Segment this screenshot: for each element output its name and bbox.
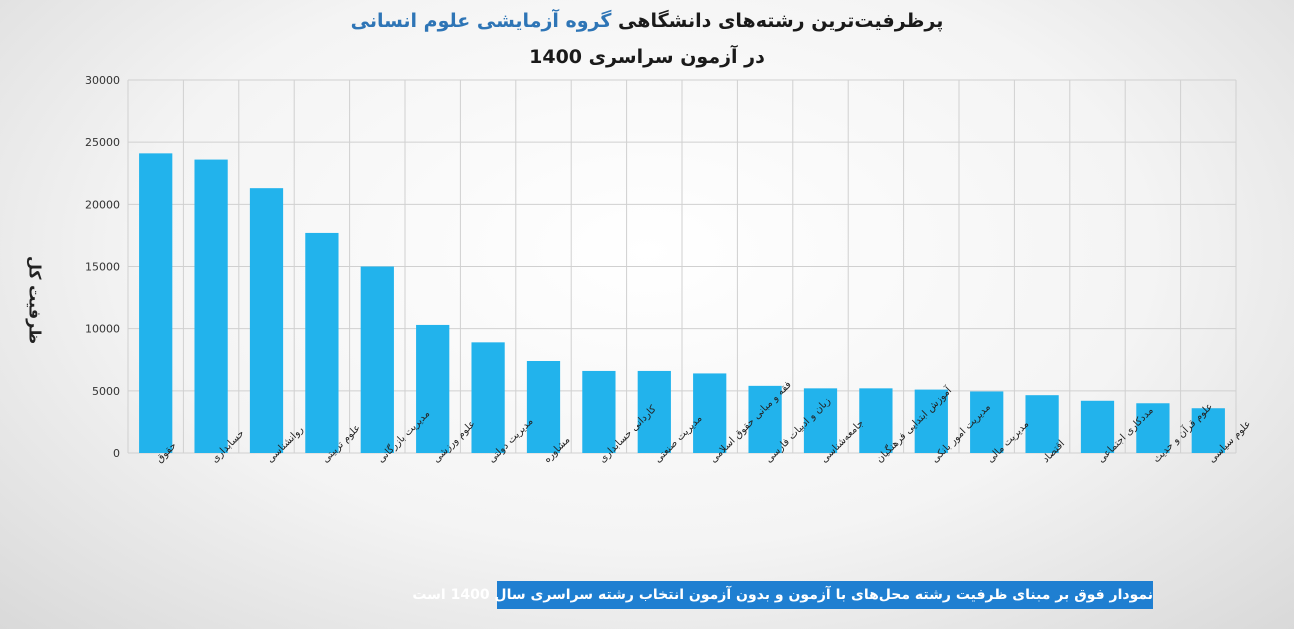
bar [194,159,228,453]
bar [249,188,284,454]
bar [859,388,893,453]
grid-layer [127,79,1237,454]
y-tick-label: 25000 [85,136,120,149]
bar [1025,395,1059,453]
bar [1136,403,1170,453]
bar [360,266,394,453]
y-tick-label: 15000 [85,261,120,274]
bar [582,370,616,453]
bar [637,370,671,453]
y-tick-label: 30000 [85,74,120,87]
bar [305,232,339,453]
bar [803,388,838,453]
bar [139,153,173,453]
tick-layer: 0 5000 10000 15000 20000 25000 30000 [85,74,120,460]
bar [471,342,505,453]
bar [914,389,948,453]
chart-title-line-1: پرظرفیت‌ترین رشته‌های دانشگاهی گروه آزما… [0,10,1294,32]
bar [693,373,727,453]
bar-layer [139,153,1225,454]
chart-title-highlight: گروه آزمایشی علوم انسانی [350,10,612,32]
bar [970,391,1004,453]
bar [1080,400,1115,453]
y-tick-label: 0 [113,447,120,460]
bar [526,360,561,453]
y-tick-label: 10000 [85,323,120,336]
chart-title-line-2: در آزمون سراسری 1400 [529,46,765,68]
bar [416,324,450,453]
y-tick-label: 5000 [92,385,120,398]
y-tick-label: 20000 [85,198,120,211]
footnote-banner: نمودار فوق بر مبنای ظرفیت رشته محل‌های ب… [412,581,1153,609]
bar [748,385,782,453]
chart-title-part-1: پرظرفیت‌ترین رشته‌های دانشگاهی [618,10,944,32]
bar [1191,408,1225,453]
